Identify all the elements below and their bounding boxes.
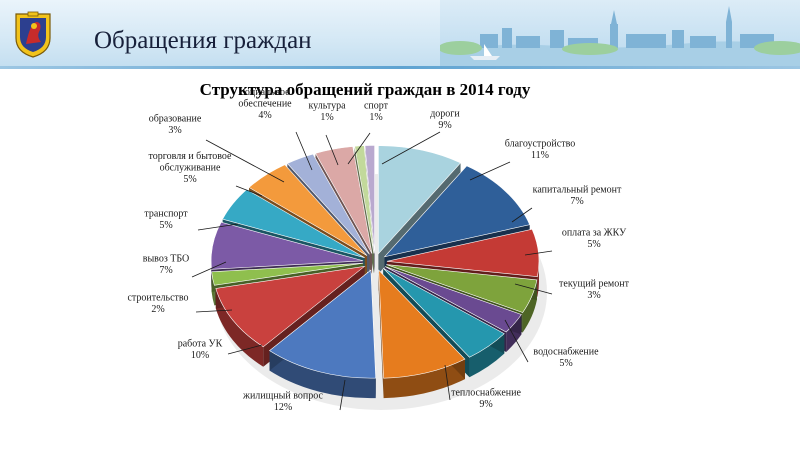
city-coat-of-arms-icon [15,11,51,58]
pie-slice-13 [286,153,370,255]
slice-label-10: вывоз ТБО 7% [143,254,190,277]
slide-header: Обращения граждан [0,0,800,68]
leader-line-2 [511,207,533,223]
pie-slice-side-7 [269,350,376,399]
slice-label-9: строительство 2% [127,293,188,316]
pie-slice-12 [248,164,368,256]
slice-label-7: жилищный вопрос 12% [242,391,323,414]
pie-slice-16 [364,145,375,254]
header-divider [0,66,800,69]
leader-line-5 [504,319,529,363]
pie-slice-5 [383,267,505,358]
slice-label-12: торговля и бытовое обслуживание 5% [149,151,232,185]
leader-line-16 [347,132,371,165]
leader-line-10 [191,261,227,278]
leader-line-4 [514,283,553,295]
slice-label-15: культура 1% [308,101,346,124]
slice-label-8: работа УК 10% [178,339,223,362]
leader-line-12 [235,185,263,197]
slice-label-4: текущий ремонт 3% [559,279,630,302]
slice-label-0: дороги 9% [430,109,460,132]
leader-line-8 [227,344,263,355]
leader-line-3 [524,250,553,256]
slice-label-3: оплата за ЖКУ 5% [562,228,627,251]
slice-label-13: образование 3% [149,114,202,137]
leader-line-11 [197,223,239,231]
leader-line-1 [469,161,511,181]
slice-label-6: теплоснабжение 9% [451,388,521,411]
city-skyline-illustration [440,0,800,66]
pie-slice-10 [210,221,364,270]
pie-slice-1 [383,165,531,258]
leader-line-15 [325,134,339,166]
pie-slice-side-6 [383,359,465,399]
slice-label-2: капитальный ремонт 7% [533,185,622,208]
slice-label-5: водоснабжение 5% [533,347,599,370]
pie-slice-15 [354,145,375,254]
pie-slice-14 [315,146,373,254]
pie-slice-9 [211,262,364,286]
pie-slice-0 [378,145,462,255]
pie-slice-4 [385,266,522,333]
pie-slice-side-8 [215,288,264,367]
leader-line-9 [195,309,233,313]
pie-slice-7 [269,269,377,379]
leader-line-0 [381,131,441,165]
pie-slice-3 [386,264,538,313]
slice-label-14: социальное обеспечение 4% [238,87,292,121]
slice-label-16: спорт 1% [364,101,389,124]
leader-line-6 [444,364,451,401]
leader-line-7 [339,379,346,411]
pie-slice-11 [222,189,365,258]
chart-title: Структура обращений граждан в 2014 году [199,80,531,99]
slice-label-11: транспорт 5% [144,209,188,232]
leader-line-13 [205,139,285,183]
slide-title: Обращения граждан [94,27,312,54]
slice-label-1: благоустройство 11% [505,139,575,162]
leader-line-14 [295,131,313,171]
pie-slice-6 [378,269,466,379]
